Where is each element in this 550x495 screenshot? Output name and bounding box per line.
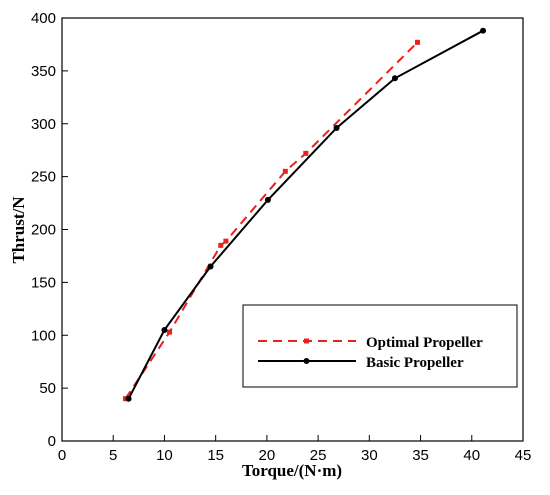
series-layer xyxy=(123,27,487,402)
x-tick-label: 25 xyxy=(310,447,327,464)
data-point-basic xyxy=(391,75,398,82)
y-tick-label: 100 xyxy=(31,327,56,344)
data-point-optimal xyxy=(167,329,173,335)
data-point-basic xyxy=(161,326,168,333)
x-tick-label: 45 xyxy=(515,447,532,464)
y-tick-label: 400 xyxy=(31,10,56,27)
data-point-basic xyxy=(125,395,132,402)
legend-marker-optimal xyxy=(304,338,309,344)
y-tick-label: 350 xyxy=(31,63,56,80)
data-point-basic xyxy=(264,196,271,203)
data-point-optimal xyxy=(414,39,420,45)
data-point-optimal xyxy=(123,396,129,402)
x-tick-label: 35 xyxy=(412,447,429,464)
legend-marker-basic xyxy=(303,358,310,364)
legend: Optimal Propeller Basic Propeller xyxy=(242,304,518,388)
y-tick-label: 0 xyxy=(48,433,56,450)
x-tick-label: 5 xyxy=(109,447,117,464)
data-point-basic xyxy=(333,124,340,131)
legend-label-basic: Basic Propeller xyxy=(366,355,464,371)
x-tick-label: 10 xyxy=(156,447,173,464)
x-tick-label: 20 xyxy=(259,447,276,464)
data-point-basic xyxy=(207,263,214,270)
data-point-optimal xyxy=(223,238,229,244)
data-point-basic xyxy=(480,27,487,34)
y-tick-label: 250 xyxy=(31,169,56,186)
data-point-optimal xyxy=(218,242,224,248)
y-axis-title: Thrust/N xyxy=(9,196,28,264)
legend-box xyxy=(242,304,518,388)
data-point-optimal xyxy=(303,150,309,156)
y-tick-label: 200 xyxy=(31,222,56,239)
y-tick-label: 150 xyxy=(31,274,56,291)
legend-label-optimal: Optimal Propeller xyxy=(366,335,483,351)
data-point-optimal xyxy=(282,168,288,174)
y-tick-label: 300 xyxy=(31,116,56,133)
x-tick-label: 15 xyxy=(207,447,224,464)
x-tick-label: 30 xyxy=(361,447,378,464)
x-tick-label: 40 xyxy=(463,447,480,464)
axis-ticks: 0 5 10 15 20 25 30 35 40 45 0 50 100 150 200 250 300 350 4… xyxy=(31,10,531,464)
x-axis-title: Torque/(N·m) xyxy=(242,461,342,480)
x-tick-label: 0 xyxy=(58,447,66,464)
y-tick-label: 50 xyxy=(39,380,56,397)
